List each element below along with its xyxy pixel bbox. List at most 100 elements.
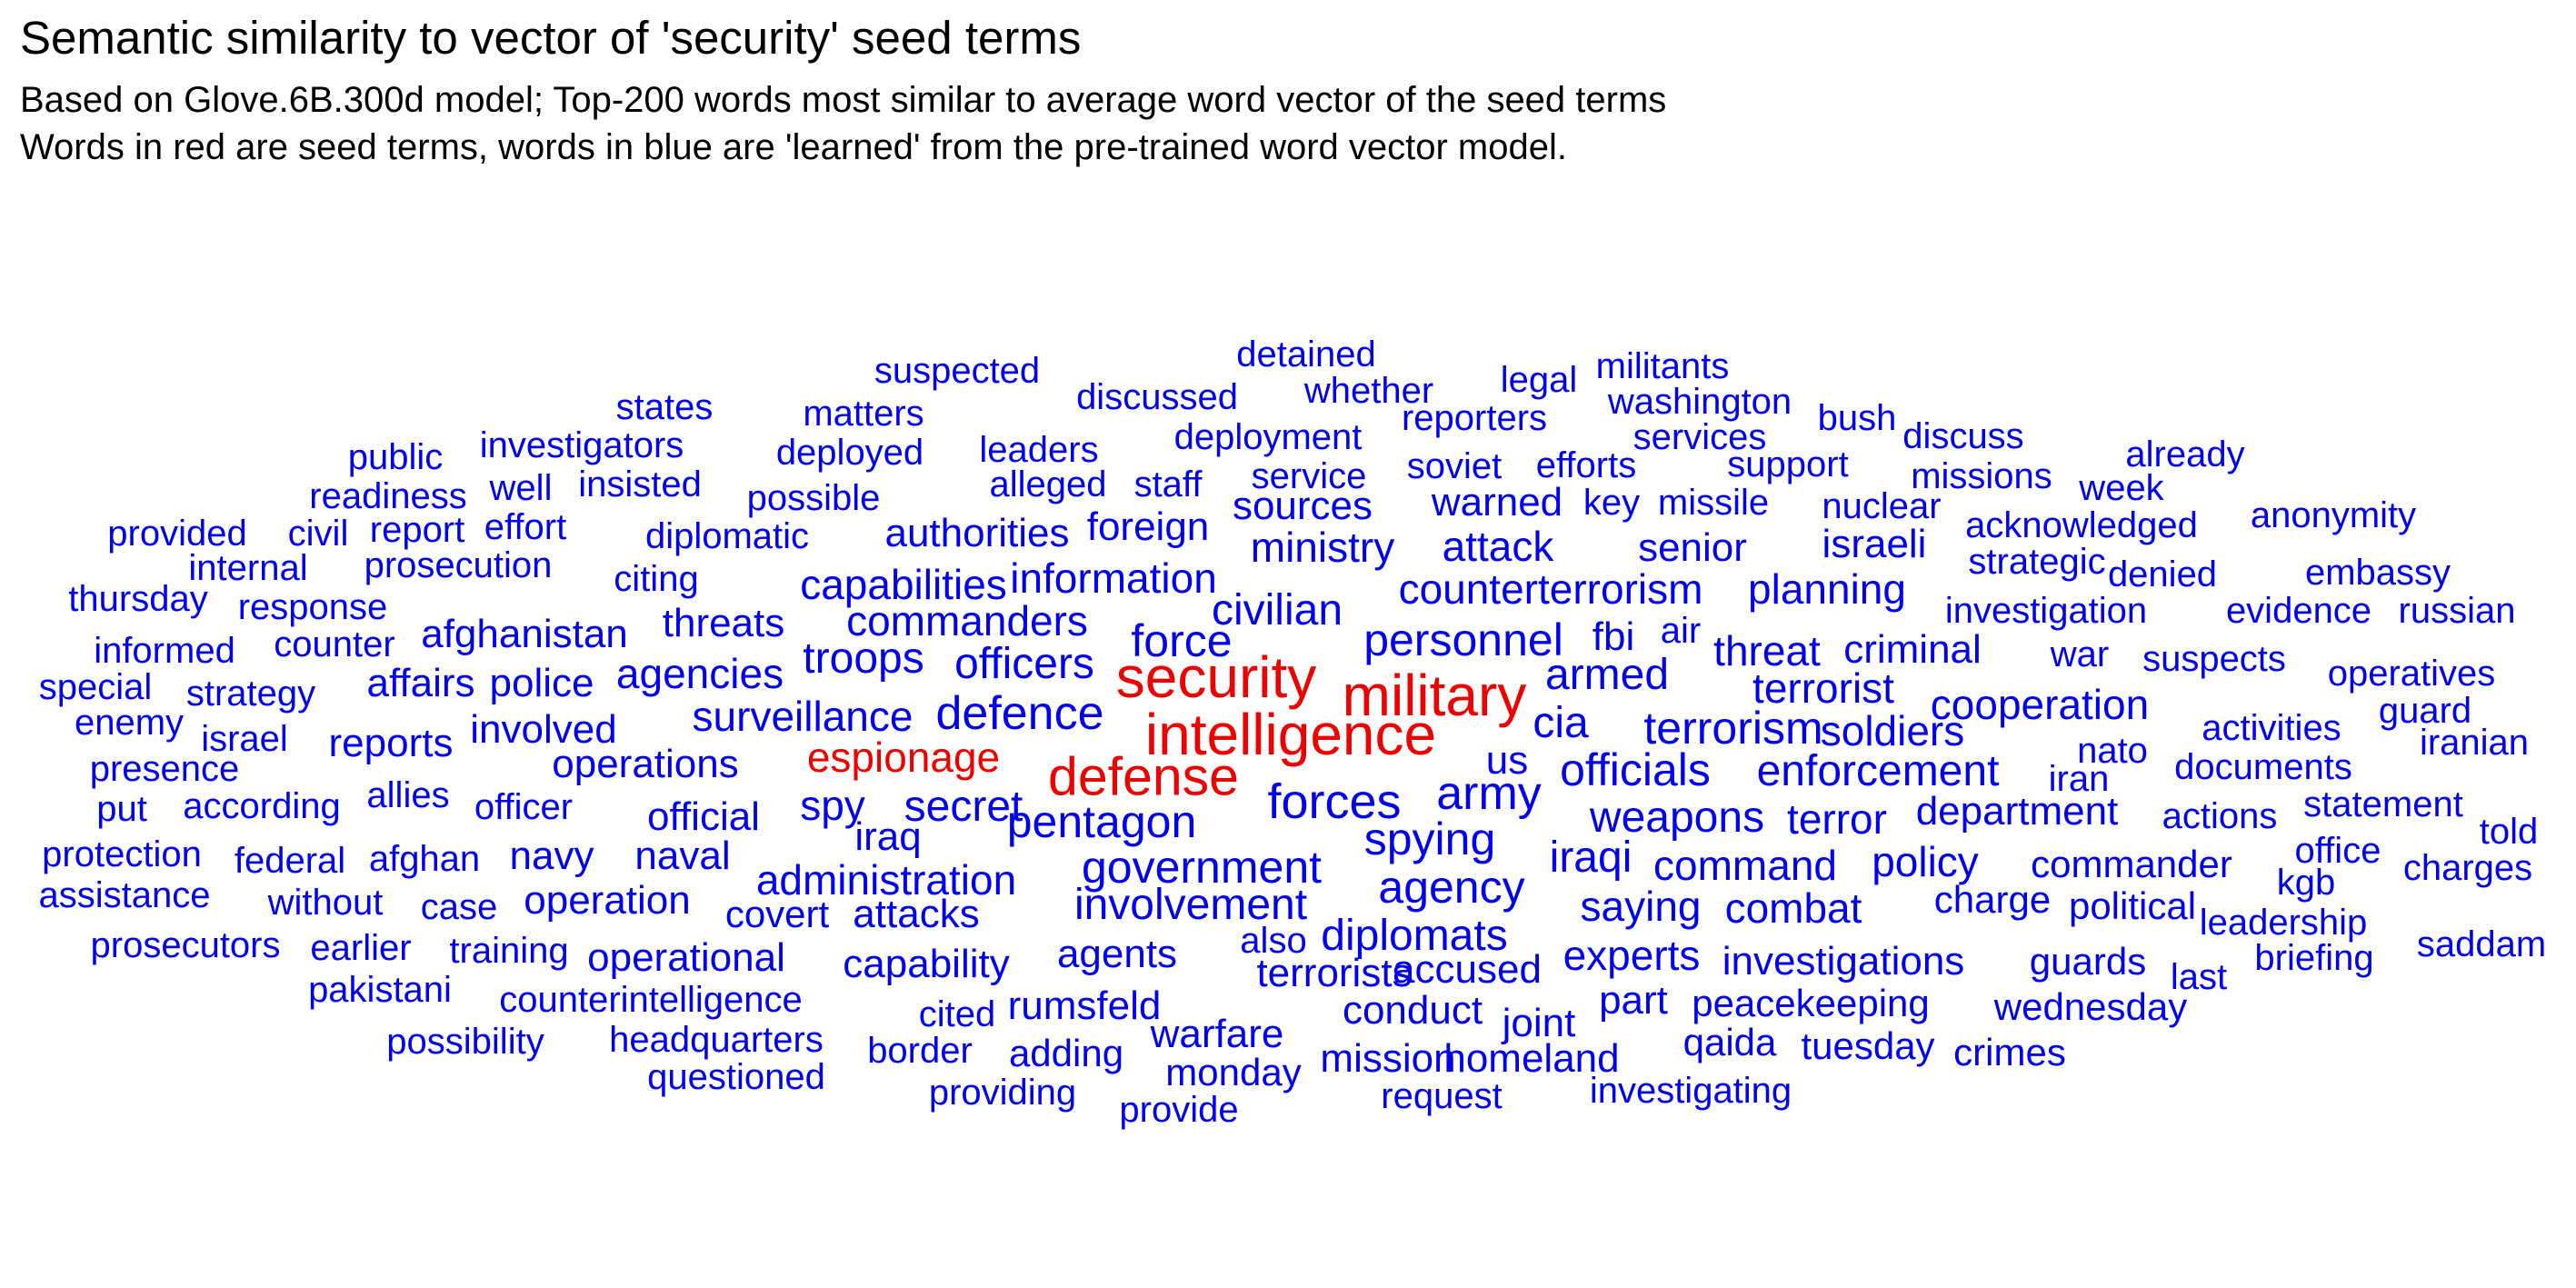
learned-word: week xyxy=(2079,468,2164,508)
learned-word: insisted xyxy=(578,464,702,504)
learned-word: providing xyxy=(928,1073,1077,1113)
learned-word: involved xyxy=(470,707,617,752)
learned-word: air xyxy=(1660,611,1702,651)
learned-word: operations xyxy=(552,742,739,786)
learned-word: army xyxy=(1436,767,1542,820)
learned-word: operational xyxy=(587,935,785,980)
learned-word: public xyxy=(347,437,444,477)
learned-word: officials xyxy=(1560,744,1711,795)
seed-word: espionage xyxy=(806,734,1001,781)
learned-word: threat xyxy=(1713,627,1821,674)
learned-word: soldiers xyxy=(1820,707,1965,754)
learned-word: presence xyxy=(89,749,240,789)
learned-word: nato xyxy=(2077,731,2148,771)
learned-word: special xyxy=(38,667,153,707)
learned-word: embassy xyxy=(2304,553,2451,593)
learned-word: wednesday xyxy=(1993,985,2188,1028)
learned-word: states xyxy=(615,387,714,427)
learned-word: capability xyxy=(843,942,1010,986)
learned-word: support xyxy=(1727,444,1849,484)
learned-word: warned xyxy=(1431,480,1563,524)
learned-word: denied xyxy=(2107,554,2218,594)
learned-word: investigation xyxy=(1944,591,2148,631)
seed-word: defense xyxy=(1048,746,1239,807)
learned-word: militants xyxy=(1595,346,1730,386)
learned-word: services xyxy=(1632,417,1767,457)
learned-word: activities xyxy=(2202,708,2341,748)
learned-word: provided xyxy=(107,514,247,554)
learned-word: part xyxy=(1599,978,1668,1023)
learned-word: commanders xyxy=(846,597,1088,644)
learned-word: officer xyxy=(474,787,574,827)
learned-word: covert xyxy=(724,893,830,935)
learned-word: crimes xyxy=(1953,1031,2066,1073)
learned-word: weapons xyxy=(1589,794,1765,842)
learned-word: threats xyxy=(662,601,785,645)
learned-word: case xyxy=(420,887,498,927)
learned-word: authorities xyxy=(884,511,1070,555)
learned-word: warfare xyxy=(1150,1012,1284,1056)
learned-word: planning xyxy=(1748,565,1906,613)
learned-word: terrorists xyxy=(1256,951,1413,995)
learned-word: suspects xyxy=(2142,639,2286,679)
learned-word: monday xyxy=(1165,1051,1302,1093)
learned-word: ministry xyxy=(1250,524,1395,571)
learned-word: information xyxy=(1010,554,1217,602)
learned-word: allies xyxy=(366,775,450,815)
learned-word: secret xyxy=(904,783,1023,831)
learned-word: conduct xyxy=(1342,988,1483,1033)
learned-word: reporters xyxy=(1401,398,1548,438)
learned-word: headquarters xyxy=(609,1020,824,1060)
learned-word: naval xyxy=(634,834,731,878)
learned-word: possible xyxy=(746,478,881,518)
learned-word: border xyxy=(867,1031,973,1071)
learned-word: combat xyxy=(1724,884,1862,932)
learned-word: efforts xyxy=(1535,445,1637,485)
learned-word: qaida xyxy=(1682,1021,1777,1063)
learned-word: also xyxy=(1240,921,1307,961)
learned-word: cooperation xyxy=(1930,681,2150,728)
learned-word: key xyxy=(1583,483,1641,523)
learned-word: deployment xyxy=(1173,417,1363,457)
learned-word: readiness xyxy=(309,476,467,516)
learned-word: sources xyxy=(1232,484,1373,528)
learned-word: without xyxy=(267,883,384,923)
learned-word: terrorism xyxy=(1643,703,1823,754)
learned-word: criminal xyxy=(1843,627,1982,672)
learned-word: bush xyxy=(1817,398,1897,438)
learned-word: command xyxy=(1653,842,1837,889)
learned-word: already xyxy=(2125,434,2245,474)
learned-word: last xyxy=(2170,957,2228,997)
learned-word: spy xyxy=(800,782,865,829)
learned-word: iran xyxy=(2048,759,2110,799)
subtitle-line-2: Words in red are seed terms, words in bl… xyxy=(20,127,1567,167)
learned-word: government xyxy=(1081,842,1323,893)
learned-word: diplomats xyxy=(1321,912,1508,960)
learned-word: enforcement xyxy=(1756,747,2000,795)
learned-word: capabilities xyxy=(800,561,1007,608)
learned-word: kgb xyxy=(2276,863,2336,903)
learned-word: discussed xyxy=(1076,377,1238,417)
learned-word: israel xyxy=(201,719,288,759)
learned-word: alleged xyxy=(989,464,1107,504)
learned-word: possibility xyxy=(386,1022,544,1062)
learned-word: senior xyxy=(1638,525,1747,570)
learned-word: actions xyxy=(2162,796,2278,836)
learned-word: citing xyxy=(614,559,699,599)
learned-word: navy xyxy=(509,834,594,878)
learned-word: investigators xyxy=(479,425,684,465)
learned-word: protection xyxy=(42,834,202,874)
learned-word: mission xyxy=(1320,1036,1456,1081)
learned-word: officers xyxy=(954,640,1094,688)
seed-word: intelligence xyxy=(1144,702,1437,767)
learned-word: pakistani xyxy=(308,970,452,1010)
learned-word: leadership xyxy=(2199,903,2368,943)
learned-word: training xyxy=(449,931,569,971)
learned-word: whether xyxy=(1303,371,1434,411)
learned-word: thursday xyxy=(68,579,208,619)
learned-word: policy xyxy=(1872,838,1979,885)
learned-word: tuesday xyxy=(1801,1024,1935,1067)
learned-word: federal xyxy=(234,841,346,881)
learned-word: force xyxy=(1131,615,1233,666)
